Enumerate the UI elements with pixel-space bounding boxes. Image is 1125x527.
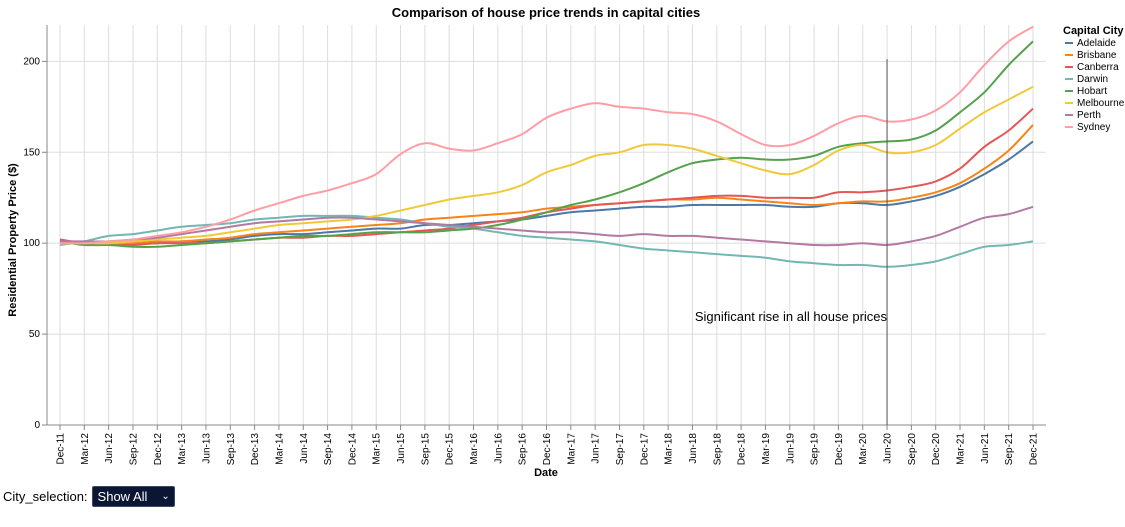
x-tick-label: Dec-11 <box>56 433 67 465</box>
grid <box>47 25 1046 426</box>
y-tick-label: 0 <box>34 420 40 431</box>
city-selection-control: City_selection: Show All ⌄ <box>3 486 175 507</box>
x-tick-label: Sep-13 <box>226 433 237 466</box>
x-tick-label: Mar-20 <box>858 433 869 465</box>
x-tick-label: Dec-21 <box>1029 433 1040 466</box>
y-tick-label: 200 <box>23 56 40 67</box>
y-tick-label: 100 <box>23 238 40 249</box>
y-axis-title: Residential Property Price ($) <box>7 163 19 317</box>
x-tick-label: Jun-21 <box>980 433 991 464</box>
chart-title: Comparison of house price trends in capi… <box>392 5 700 20</box>
y-tick-label: 150 <box>23 147 40 158</box>
x-tick-label: Sep-21 <box>1004 433 1015 466</box>
x-tick-label: Jun-16 <box>493 433 504 464</box>
series-line-perth <box>59 205 1034 247</box>
x-tick-label: Mar-18 <box>664 433 675 465</box>
x-tick-label: Sep-14 <box>323 433 334 466</box>
annotation-layer: Significant rise in all house prices <box>695 59 888 425</box>
x-tick-label: Jun-14 <box>299 433 310 464</box>
x-tick-label: Dec-14 <box>347 433 358 466</box>
axes: 0 50 100 150 200 Dec-11 Mar-12 Jun-12 Sep-12 Dec-… <box>23 25 1046 465</box>
legend-entry-darwin: Darwin <box>1077 74 1108 85</box>
x-tick-label: Sep-15 <box>420 433 431 466</box>
x-tick-label: Jun-18 <box>688 433 699 464</box>
x-tick-label: Sep-17 <box>615 433 626 466</box>
line-chart: 0 50 100 150 200 Dec-11 Mar-12 Jun-12 Sep-12 Dec-… <box>7 5 1125 479</box>
city-selection-label: City_selection: <box>3 489 88 504</box>
x-tick-label: Mar-12 <box>80 433 91 465</box>
x-tick-label: Dec-18 <box>737 433 748 466</box>
legend-entry-melbourne: Melbourne <box>1077 98 1125 109</box>
x-tick-label: Jun-20 <box>883 433 894 464</box>
x-tick-label: Mar-13 <box>177 433 188 465</box>
city-selection-dropdown[interactable]: Show All ⌄ <box>91 486 175 507</box>
legend-entry-perth: Perth <box>1077 110 1101 121</box>
legend-entry-hobart: Hobart <box>1077 86 1107 97</box>
x-tick-label: Sep-16 <box>518 433 529 466</box>
annotation-text: Significant rise in all house prices <box>695 309 888 324</box>
x-tick-label: Mar-16 <box>469 433 480 465</box>
legend-entry-canberra: Canberra <box>1077 62 1119 73</box>
legend: Capital City AdelaideBrisbaneCanberraDar… <box>1063 25 1125 133</box>
x-tick-label: Mar-14 <box>274 433 285 465</box>
x-tick-label: Mar-21 <box>956 433 967 465</box>
x-tick-label: Jun-12 <box>104 433 115 464</box>
x-tick-label: Jun-19 <box>785 433 796 464</box>
city-selection-value: Show All <box>97 489 148 504</box>
series-lines <box>59 25 1034 268</box>
y-tick-label: 50 <box>29 329 41 340</box>
x-tick-label: Mar-15 <box>372 433 383 465</box>
series-line-sydney <box>59 25 1034 245</box>
x-tick-label: Dec-12 <box>153 433 164 466</box>
x-tick-label: Sep-19 <box>810 433 821 466</box>
x-tick-label: Sep-12 <box>128 433 139 466</box>
series-line-hobart <box>59 40 1034 249</box>
series-line-adelaide <box>59 140 1034 245</box>
legend-entry-brisbane: Brisbane <box>1077 50 1117 61</box>
x-tick-label: Dec-17 <box>639 433 650 466</box>
x-tick-label: Sep-20 <box>907 433 918 466</box>
chevron-down-icon: ⌄ <box>161 491 170 502</box>
x-tick-label: Dec-19 <box>834 433 845 466</box>
series-line-melbourne <box>60 85 1034 245</box>
x-tick-label: Dec-13 <box>250 433 261 466</box>
x-tick-label: Jun-15 <box>396 433 407 464</box>
legend-title: Capital City <box>1063 25 1124 37</box>
series-line-darwin <box>59 214 1034 268</box>
x-tick-label: Mar-19 <box>761 433 772 465</box>
x-tick-label: Dec-16 <box>542 433 553 466</box>
series-line-brisbane <box>59 124 1034 245</box>
x-tick-label: Jun-17 <box>591 433 602 464</box>
legend-entry-sydney: Sydney <box>1077 122 1110 133</box>
x-tick-label: Dec-15 <box>445 433 456 466</box>
x-tick-label: Dec-20 <box>931 433 942 466</box>
x-tick-label: Jun-13 <box>201 433 212 464</box>
legend-entry-adelaide: Adelaide <box>1077 38 1116 49</box>
x-tick-label: Sep-18 <box>712 433 723 466</box>
x-axis-title: Date <box>534 467 558 479</box>
x-tick-label: Mar-17 <box>566 433 577 465</box>
